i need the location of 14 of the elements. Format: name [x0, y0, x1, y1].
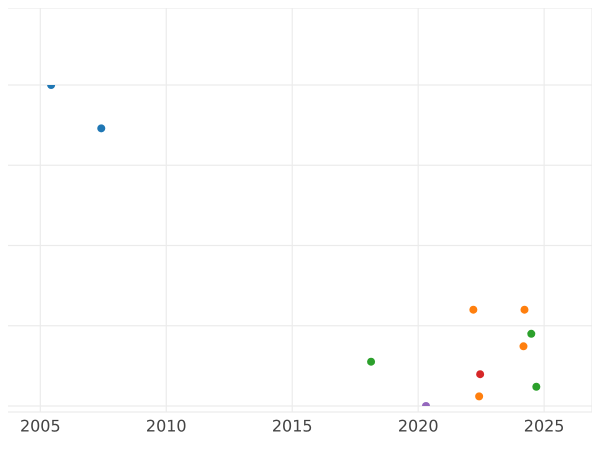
- x-tick-label: 2025: [524, 416, 564, 436]
- x-tick-label: 2005: [20, 416, 61, 436]
- point: [527, 330, 536, 338]
- point: [367, 358, 376, 366]
- point: [475, 392, 484, 400]
- point: [476, 370, 484, 378]
- x-tick-label: 2010: [146, 416, 187, 436]
- point: [519, 342, 528, 350]
- x-tick-label: 2015: [272, 416, 313, 436]
- point: [469, 306, 478, 314]
- x-tick-label: 2020: [398, 416, 439, 436]
- point: [520, 306, 528, 314]
- point: [97, 124, 106, 132]
- point: [532, 382, 540, 391]
